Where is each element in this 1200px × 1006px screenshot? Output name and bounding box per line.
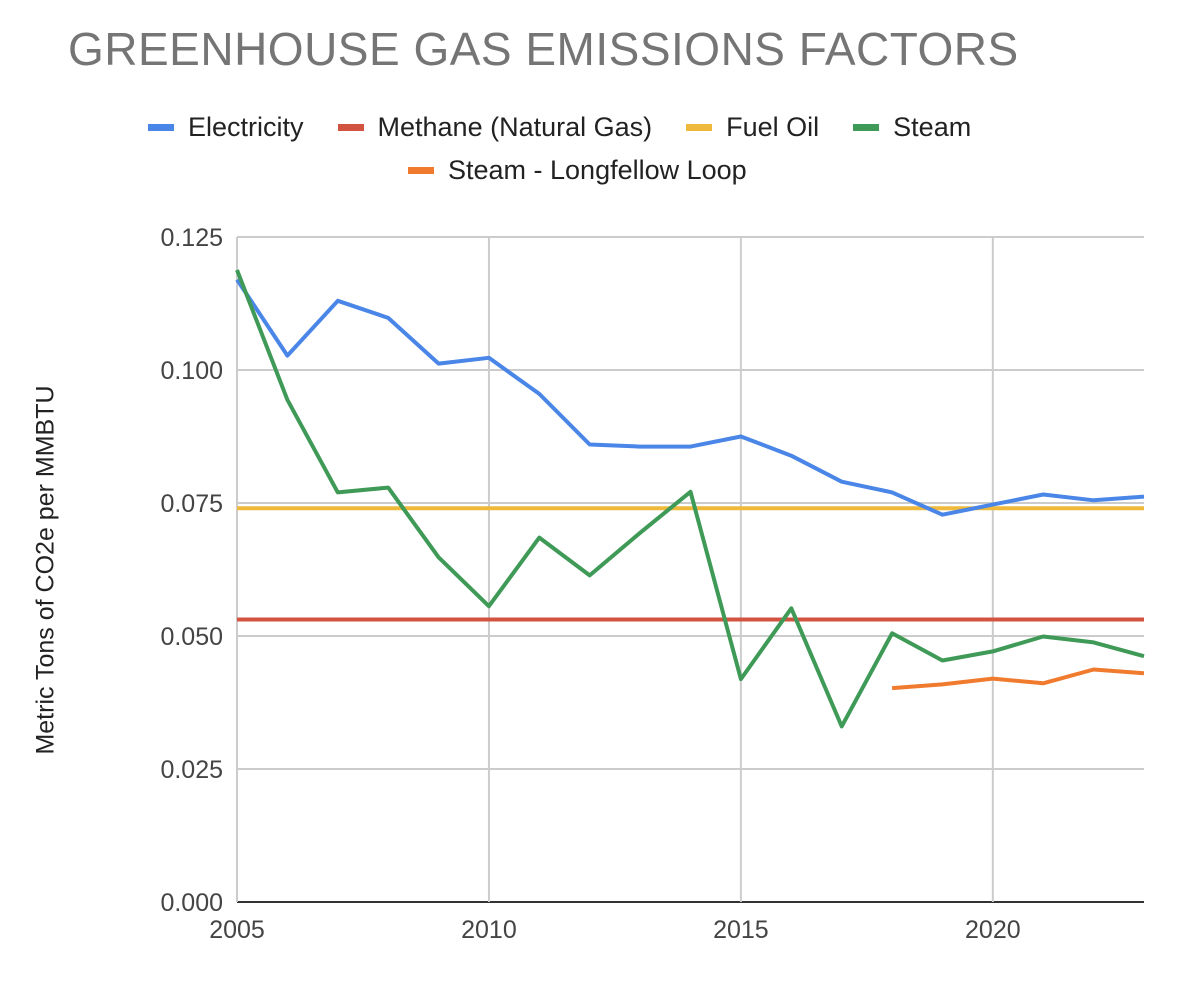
y-tick-label: 0.025 xyxy=(160,756,223,784)
series-line-steam xyxy=(235,269,1145,729)
legend-swatch xyxy=(337,124,364,131)
legend-swatch xyxy=(408,167,434,174)
legend-swatch xyxy=(853,124,880,131)
legend-item-fuel-oil[interactable]: Fuel Oil xyxy=(686,112,819,143)
y-tick-label: 0.000 xyxy=(160,889,223,917)
x-tick-label: 2005 xyxy=(209,916,265,944)
x-tick-label: 2015 xyxy=(713,916,769,944)
x-tick-label: 2010 xyxy=(461,916,517,944)
legend-label: Steam xyxy=(893,112,972,142)
legend-item-methane[interactable]: Methane (Natural Gas) xyxy=(337,112,653,143)
legend-row-2: Steam - Longfellow Loop xyxy=(408,155,747,186)
y-tick-label: 0.125 xyxy=(160,224,223,252)
legend-label: Steam - Longfellow Loop xyxy=(448,155,747,185)
legend-swatch xyxy=(686,124,713,131)
y-tick-label: 0.075 xyxy=(160,490,223,518)
y-tick-label: 0.100 xyxy=(160,357,223,385)
series-line-electricity xyxy=(235,278,1145,517)
x-tick-label: 2020 xyxy=(965,916,1021,944)
legend-label: Electricity xyxy=(188,112,304,142)
y-tick-label: 0.050 xyxy=(160,623,223,651)
legend-swatch xyxy=(148,124,174,131)
legend-label: Fuel Oil xyxy=(726,112,820,142)
legend-item-steam-longfellow[interactable]: Steam - Longfellow Loop xyxy=(408,155,747,186)
legend-row-1: Electricity Methane (Natural Gas) Fuel O… xyxy=(148,112,971,143)
legend-label: Methane (Natural Gas) xyxy=(377,112,653,142)
series-line-steam-longfellow-loop xyxy=(891,667,1145,691)
legend-item-electricity[interactable]: Electricity xyxy=(148,112,304,143)
chart-title: GREENHOUSE GAS EMISSIONS FACTORS xyxy=(68,23,1019,75)
legend-item-steam[interactable]: Steam xyxy=(853,112,971,143)
